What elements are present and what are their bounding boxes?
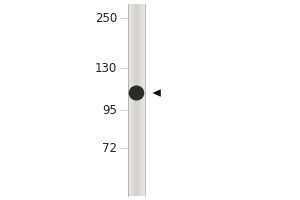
Text: 72: 72 (102, 142, 117, 154)
Polygon shape (152, 89, 161, 97)
Bar (139, 4, 140, 196)
Bar (135, 4, 136, 196)
Bar (138, 4, 139, 196)
Bar (130, 4, 131, 196)
Bar (137, 4, 138, 196)
Text: 95: 95 (102, 104, 117, 116)
Bar (132, 4, 133, 196)
Bar (138, 4, 139, 196)
Text: 250: 250 (95, 11, 117, 24)
Bar (137, 4, 138, 196)
Bar (142, 4, 143, 196)
Bar (128, 4, 129, 196)
Bar (144, 4, 145, 196)
Bar (144, 4, 145, 196)
Bar (131, 4, 132, 196)
Text: 130: 130 (95, 62, 117, 75)
Bar (136, 4, 137, 196)
Bar (133, 4, 134, 196)
Bar (135, 4, 136, 196)
Ellipse shape (129, 86, 144, 101)
Bar (140, 4, 141, 196)
Bar (132, 4, 133, 196)
Bar (134, 4, 135, 196)
Bar (143, 4, 144, 196)
Bar (141, 4, 142, 196)
Bar (129, 4, 130, 196)
Bar (143, 4, 144, 196)
Bar (134, 4, 135, 196)
Bar (136, 4, 137, 196)
Bar (133, 4, 134, 196)
